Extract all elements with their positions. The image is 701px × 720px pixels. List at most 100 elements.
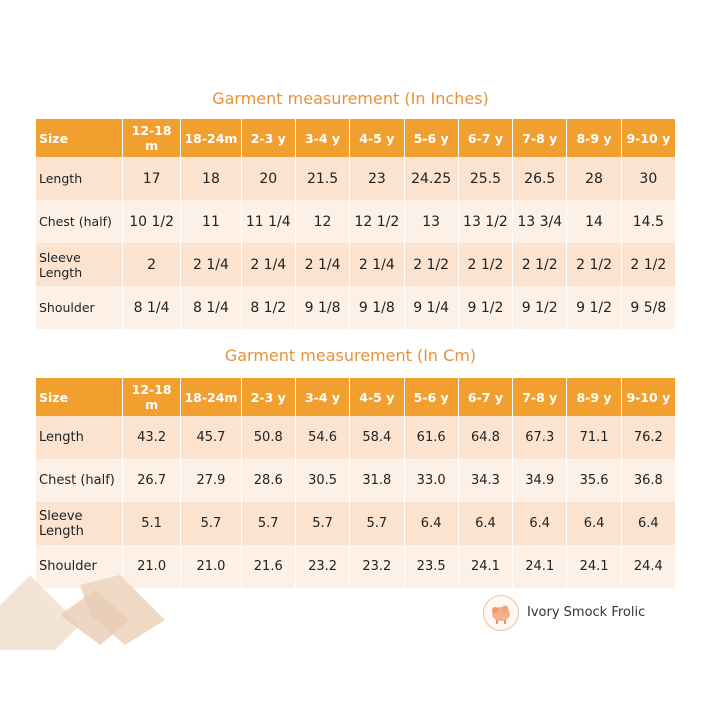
measurement-cell: 11 1/4: [241, 200, 296, 243]
measurement-cell: 5.1: [122, 502, 182, 545]
measurement-cell: 14.5: [621, 200, 677, 243]
inches-measurement-table: Size 12-18 m 18-24m 2-3 y 3-4 y 4-5 y 5-6 y 6-7…: [36, 119, 677, 329]
measurement-cell: 23.2: [295, 545, 351, 588]
measurement-cell: 58.4: [349, 416, 405, 459]
measurement-cell: 23.5: [404, 545, 459, 588]
measurement-cell: 64.8: [458, 416, 514, 459]
table-row: Chest (half) 10 1/2 11 11 1/4 12 12 1/2 13 13 1…: [36, 200, 677, 243]
cm-measurement-table: Size 12-18 m 18-24m 2-3 y 3-4 y 4-5 y 5-6 y 6-7…: [36, 378, 677, 588]
table-row: Sleeve Length 2 2 1/4 2 1/4 2 1/4 2 1/4 2 1/2 2…: [36, 243, 677, 286]
measurement-cell: 43.2: [122, 416, 182, 459]
measurement-cell: 14: [566, 200, 622, 243]
inches-table-title: Garment measurement (In Inches): [212, 89, 489, 108]
measurement-cell: 9 1/2: [458, 286, 514, 329]
measurement-cell: 9 1/8: [349, 286, 405, 329]
measurement-cell: 31.8: [349, 459, 405, 502]
measurement-cell: 13 3/4: [512, 200, 568, 243]
measurement-cell: 24.1: [458, 545, 514, 588]
row-label: Sleeve Length: [36, 502, 123, 545]
measurement-cell: 6.4: [566, 502, 622, 545]
measurement-cell: 2 1/4: [349, 243, 405, 286]
row-label: Length: [36, 416, 123, 459]
measurement-cell: 21.0: [180, 545, 242, 588]
table-row: Length 17 18 20 21.5 23 24.25 25.5 26.5 28 30: [36, 157, 677, 200]
table-row: Shoulder 21.0 21.0 21.6 23.2 23.2 23.5 24.1 24.1…: [36, 545, 677, 588]
size-column-header: 8-9 y: [566, 378, 622, 416]
measurement-cell: 33.0: [404, 459, 459, 502]
size-column-header: 6-7 y: [458, 119, 514, 157]
size-column-header: 2-3 y: [241, 378, 296, 416]
measurement-cell: 23.2: [349, 545, 405, 588]
measurement-cell: 2 1/2: [566, 243, 622, 286]
row-label: Length: [36, 157, 123, 200]
measurement-cell: 21.5: [295, 157, 351, 200]
size-column-header: 7-8 y: [512, 119, 568, 157]
measurement-cell: 2 1/4: [295, 243, 351, 286]
measurement-cell: 2 1/4: [180, 243, 242, 286]
measurement-cell: 27.9: [180, 459, 242, 502]
measurement-cell: 2 1/2: [458, 243, 514, 286]
measurement-cell: 6.4: [404, 502, 459, 545]
measurement-cell: 18: [180, 157, 242, 200]
row-label: Shoulder: [36, 286, 123, 329]
measurement-cell: 76.2: [621, 416, 677, 459]
row-label: Chest (half): [36, 200, 123, 243]
brand-name: Ivory Smock Frolic: [527, 605, 646, 620]
measurement-cell: 45.7: [180, 416, 242, 459]
table-row: Chest (half) 26.7 27.9 28.6 30.5 31.8 33.0 34.3…: [36, 459, 677, 502]
size-column-header: 7-8 y: [512, 378, 568, 416]
size-column-header: 18-24m: [180, 378, 242, 416]
measurement-cell: 9 1/2: [512, 286, 568, 329]
measurement-cell: 13 1/2: [458, 200, 514, 243]
measurement-cell: 23: [349, 157, 405, 200]
measurement-cell: 71.1: [566, 416, 622, 459]
size-column-header: 12-18 m: [122, 119, 182, 157]
table-header-row: Size 12-18 m 18-24m 2-3 y 3-4 y 4-5 y 5-6 y 6-7…: [36, 378, 677, 416]
measurement-cell: 5.7: [180, 502, 242, 545]
size-column-header: 3-4 y: [295, 378, 351, 416]
measurement-cell: 8 1/4: [122, 286, 182, 329]
table-row: Sleeve Length 5.1 5.7 5.7 5.7 5.7 6.4 6.4 6.4 6.4…: [36, 502, 677, 545]
measurement-cell: 26.5: [512, 157, 568, 200]
measurement-cell: 5.7: [241, 502, 296, 545]
measurement-cell: 11: [180, 200, 242, 243]
sheep-logo-icon: [483, 595, 519, 631]
size-column-header: 18-24m: [180, 119, 242, 157]
measurement-cell: 21.6: [241, 545, 296, 588]
measurement-cell: 30.5: [295, 459, 351, 502]
measurement-cell: 2 1/2: [404, 243, 459, 286]
measurement-cell: 9 1/8: [295, 286, 351, 329]
measurement-cell: 61.6: [404, 416, 459, 459]
measurement-cell: 6.4: [512, 502, 568, 545]
size-column-header: 2-3 y: [241, 119, 296, 157]
measurement-cell: 36.8: [621, 459, 677, 502]
measurement-cell: 28.6: [241, 459, 296, 502]
measurement-cell: 25.5: [458, 157, 514, 200]
measurement-cell: 8 1/2: [241, 286, 296, 329]
measurement-cell: 24.1: [512, 545, 568, 588]
size-column-header: 3-4 y: [295, 119, 351, 157]
size-column-header: 9-10 y: [621, 119, 677, 157]
measurement-cell: 2 1/4: [241, 243, 296, 286]
measurement-cell: 50.8: [241, 416, 296, 459]
measurement-cell: 10 1/2: [122, 200, 182, 243]
measurement-cell: 12 1/2: [349, 200, 405, 243]
measurement-cell: 12: [295, 200, 351, 243]
table-row: Shoulder 8 1/4 8 1/4 8 1/2 9 1/8 9 1/8 9 1/4 9 …: [36, 286, 677, 329]
size-column-header: 4-5 y: [349, 119, 405, 157]
measurement-cell: 5.7: [349, 502, 405, 545]
size-column-header: 5-6 y: [404, 378, 459, 416]
table-header-row: Size 12-18 m 18-24m 2-3 y 3-4 y 4-5 y 5-6 y 6-7…: [36, 119, 677, 157]
cm-table-title: Garment measurement (In Cm): [224, 346, 477, 365]
measurement-cell: 2: [122, 243, 182, 286]
measurement-cell: 2 1/2: [512, 243, 568, 286]
measurement-cell: 34.9: [512, 459, 568, 502]
measurement-cell: 6.4: [458, 502, 514, 545]
measurement-cell: 24.1: [566, 545, 622, 588]
row-label: Chest (half): [36, 459, 123, 502]
measurement-cell: 6.4: [621, 502, 677, 545]
decorative-shapes: [0, 575, 165, 650]
measurement-cell: 9 5/8: [621, 286, 677, 329]
row-label: Sleeve Length: [36, 243, 123, 286]
size-column-header: 4-5 y: [349, 378, 405, 416]
